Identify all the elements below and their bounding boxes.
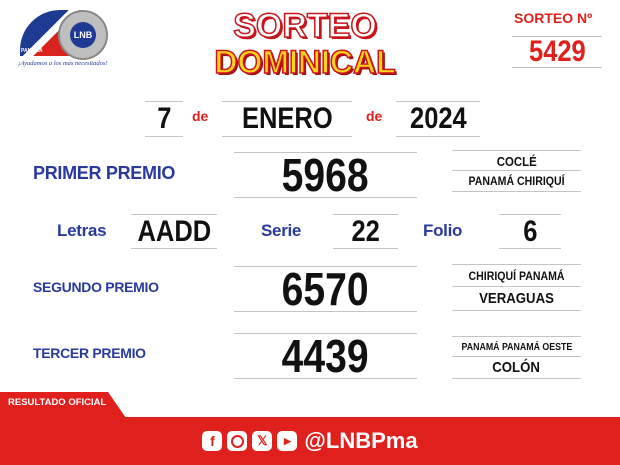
segundo-premio-number: 6570 xyxy=(234,263,417,315)
sorteo-number: 5429 xyxy=(512,35,602,68)
logo-slogan: ¡Ayudamos a los más necesitados! xyxy=(18,60,108,67)
segundo-premio-label: SEGUNDO PREMIO xyxy=(33,279,159,295)
primer-province-1: COCLÉ xyxy=(452,150,581,171)
youtube-icon[interactable]: ▶ xyxy=(277,431,298,451)
facebook-icon[interactable]: f xyxy=(202,431,223,451)
tercer-premio-label: TERCER PREMIO xyxy=(33,345,146,361)
folio-label: Folio xyxy=(423,221,463,240)
tercer-province-1: PANAMÁ PANAMÁ OESTE xyxy=(452,336,581,357)
x-icon[interactable]: 𝕏 xyxy=(252,431,273,451)
date-de-1: de xyxy=(192,108,209,124)
segundo-province-2: VERAGUAS xyxy=(452,286,581,311)
title-line2: DOMINICAL xyxy=(214,43,397,81)
resultado-oficial-tab: RESULTADO OFICIAL xyxy=(0,392,126,418)
tercer-premio-number: 4439 xyxy=(234,330,417,382)
serie-label: Serie xyxy=(261,221,302,240)
date-day: 7 xyxy=(145,101,183,137)
serie-value: 22 xyxy=(333,214,398,249)
date-de-2: de xyxy=(366,108,383,124)
footer-bar: f 𝕏 ▶ @LNBPma xyxy=(0,417,620,465)
resultado-oficial-text: RESULTADO OFICIAL xyxy=(8,397,107,408)
primer-premio-label: PRIMER PREMIO xyxy=(33,163,176,183)
letras-label: Letras xyxy=(57,221,107,240)
primer-province-2: PANAMÁ CHIRIQUÍ xyxy=(452,170,581,192)
logo-text: LNB xyxy=(70,22,96,48)
lnb-logo: LNB PANAMÁ ¡Ayudamos a los más necesitad… xyxy=(18,8,108,72)
sorteo-dominical-title: SORTEO DOMINICAL xyxy=(200,7,410,81)
date-year: 2024 xyxy=(396,101,480,137)
logo-country: PANAMÁ xyxy=(21,48,43,54)
tercer-province-2: COLÓN xyxy=(452,356,581,379)
folio-value: 6 xyxy=(499,214,561,249)
letras-value: AADD xyxy=(131,214,217,249)
social-handle[interactable]: @LNBPma xyxy=(304,428,418,453)
primer-premio-number: 5968 xyxy=(234,149,417,201)
date-month: ENERO xyxy=(222,101,352,137)
sorteo-label: SORTEO Nº xyxy=(514,10,593,26)
instagram-icon[interactable] xyxy=(227,431,248,451)
segundo-province-1: CHIRIQUÍ PANAMÁ xyxy=(452,264,581,287)
title-line1: SORTEO xyxy=(232,7,377,45)
